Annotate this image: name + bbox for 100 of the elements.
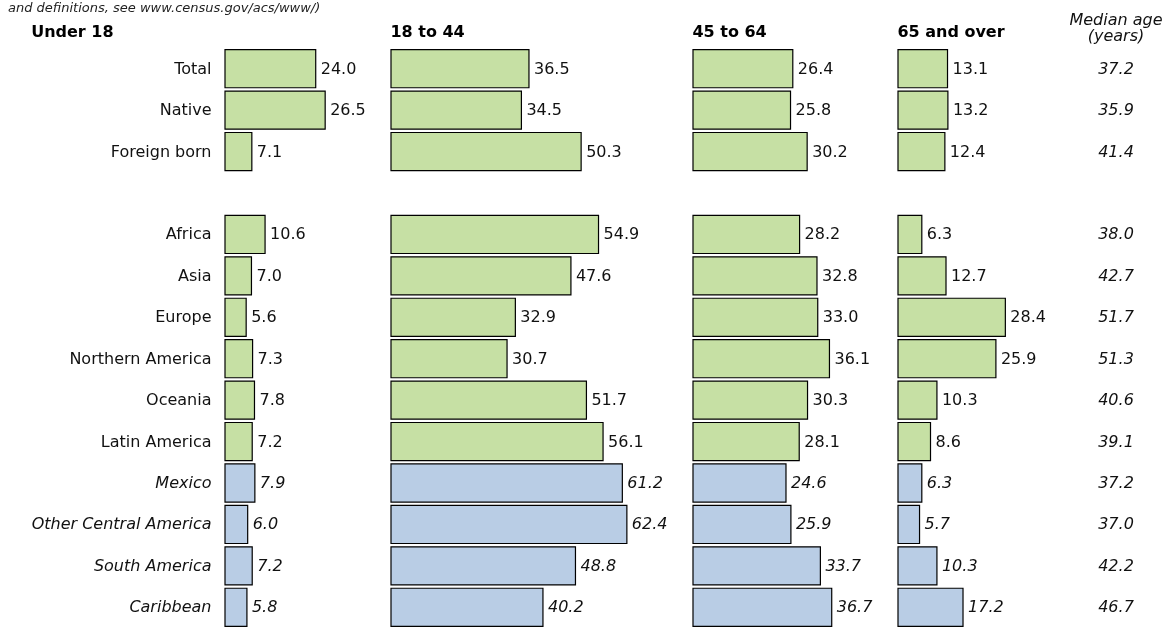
data-label: 7.2 (257, 431, 283, 451)
data-label: 5.7 (924, 514, 951, 534)
bar (390, 256, 572, 296)
y-tick-label: Northern America (69, 348, 212, 368)
data-label: 25.9 (795, 514, 832, 534)
y-tick-label: Europe (155, 307, 212, 327)
y-tick-label: Other Central America (31, 514, 212, 534)
data-label: 36.1 (834, 348, 871, 368)
bar (897, 90, 949, 130)
data-label: 35.9 (1098, 100, 1134, 120)
data-label: 13.2 (952, 100, 989, 120)
bar (390, 587, 544, 627)
data-label: 42.7 (1098, 265, 1135, 285)
data-label: 6.3 (926, 473, 953, 492)
y-tick-label: Latin America (100, 431, 212, 451)
data-label: 8.6 (935, 431, 961, 451)
data-label: 33.0 (822, 307, 859, 327)
y-tick-label: South America (93, 555, 212, 575)
data-label: 46.7 (1098, 597, 1135, 617)
bar (897, 421, 932, 462)
data-label: 50.3 (586, 141, 622, 161)
bar (897, 256, 947, 296)
data-label: 40.2 (547, 597, 584, 617)
data-label: 5.8 (251, 597, 278, 617)
data-label: 51.7 (591, 390, 628, 410)
bar (390, 504, 628, 545)
data-label: 32.9 (520, 307, 556, 327)
bar (224, 421, 253, 462)
data-label: 36.5 (533, 58, 570, 78)
data-label: 32.8 (821, 265, 858, 285)
bar (224, 339, 254, 379)
bar (692, 297, 819, 337)
data-label: 56.1 (608, 431, 644, 451)
data-label: 38.0 (1098, 224, 1134, 244)
data-label: 30.7 (512, 348, 548, 368)
data-label: 6.3 (926, 224, 953, 244)
bar (390, 380, 588, 420)
y-tick-label: Mexico (155, 473, 212, 492)
bar (692, 546, 821, 586)
bar (692, 463, 787, 503)
data-label: 47.6 (575, 265, 612, 285)
data-label: 30.3 (812, 390, 849, 410)
data-label: 10.3 (941, 555, 978, 575)
data-label: 37.2 (1098, 473, 1134, 492)
bar (390, 214, 600, 255)
data-label: 24.0 (320, 58, 357, 78)
data-label: 7.9 (259, 473, 286, 492)
data-label: 28.4 (1010, 307, 1046, 327)
bar (692, 90, 792, 130)
data-label: 17.2 (968, 597, 1004, 617)
bar (897, 297, 1006, 337)
data-label: 7.0 (256, 265, 282, 285)
data-label: 28.2 (804, 224, 841, 244)
bar (692, 421, 800, 462)
y-tick-label: Asia (177, 265, 212, 285)
data-label: 48.8 (580, 555, 617, 575)
bar (224, 380, 256, 420)
bar (897, 463, 923, 503)
text: Median age (1069, 10, 1163, 29)
data-label: 42.2 (1098, 555, 1134, 575)
data-label: 10.6 (270, 224, 306, 244)
data-label: 25.8 (795, 100, 832, 120)
data-label: 37.2 (1098, 58, 1134, 78)
bar (390, 90, 523, 130)
data-label: 51.7 (1098, 307, 1135, 327)
bar (224, 256, 253, 296)
bar (692, 380, 809, 420)
data-label: 28.1 (804, 431, 840, 451)
chart-title: 65 and over (897, 22, 1005, 41)
data-label: 6.0 (252, 514, 279, 534)
data-label: 26.5 (330, 100, 366, 120)
bar (692, 339, 831, 379)
data-label: 5.6 (251, 307, 277, 327)
data-label: 26.4 (797, 58, 834, 78)
bar (897, 131, 946, 172)
bar (224, 90, 326, 130)
data-label: 39.1 (1098, 431, 1134, 451)
data-label: 41.4 (1098, 141, 1134, 161)
bar (390, 49, 530, 89)
bar (390, 463, 623, 503)
bar (897, 504, 921, 545)
bar (897, 587, 964, 627)
data-label: 24.6 (790, 473, 827, 492)
y-tick-label: Foreign born (110, 141, 212, 161)
data-label: 7.3 (257, 348, 284, 368)
data-label: 37.0 (1098, 514, 1134, 534)
bar (390, 339, 508, 379)
data-label: 30.2 (812, 141, 848, 161)
bar (224, 131, 253, 172)
data-label: 7.1 (256, 141, 283, 161)
bar (390, 546, 577, 586)
bar (692, 256, 818, 296)
data-label: 7.2 (257, 555, 283, 575)
text: and definitions, see www.census.gov/acs/www/) (8, 0, 321, 15)
bar (224, 587, 248, 627)
bar (390, 297, 516, 337)
data-label: 13.1 (952, 58, 989, 78)
y-tick-label: Total (173, 58, 212, 78)
bar (390, 131, 582, 172)
y-tick-label: Native (159, 100, 212, 120)
